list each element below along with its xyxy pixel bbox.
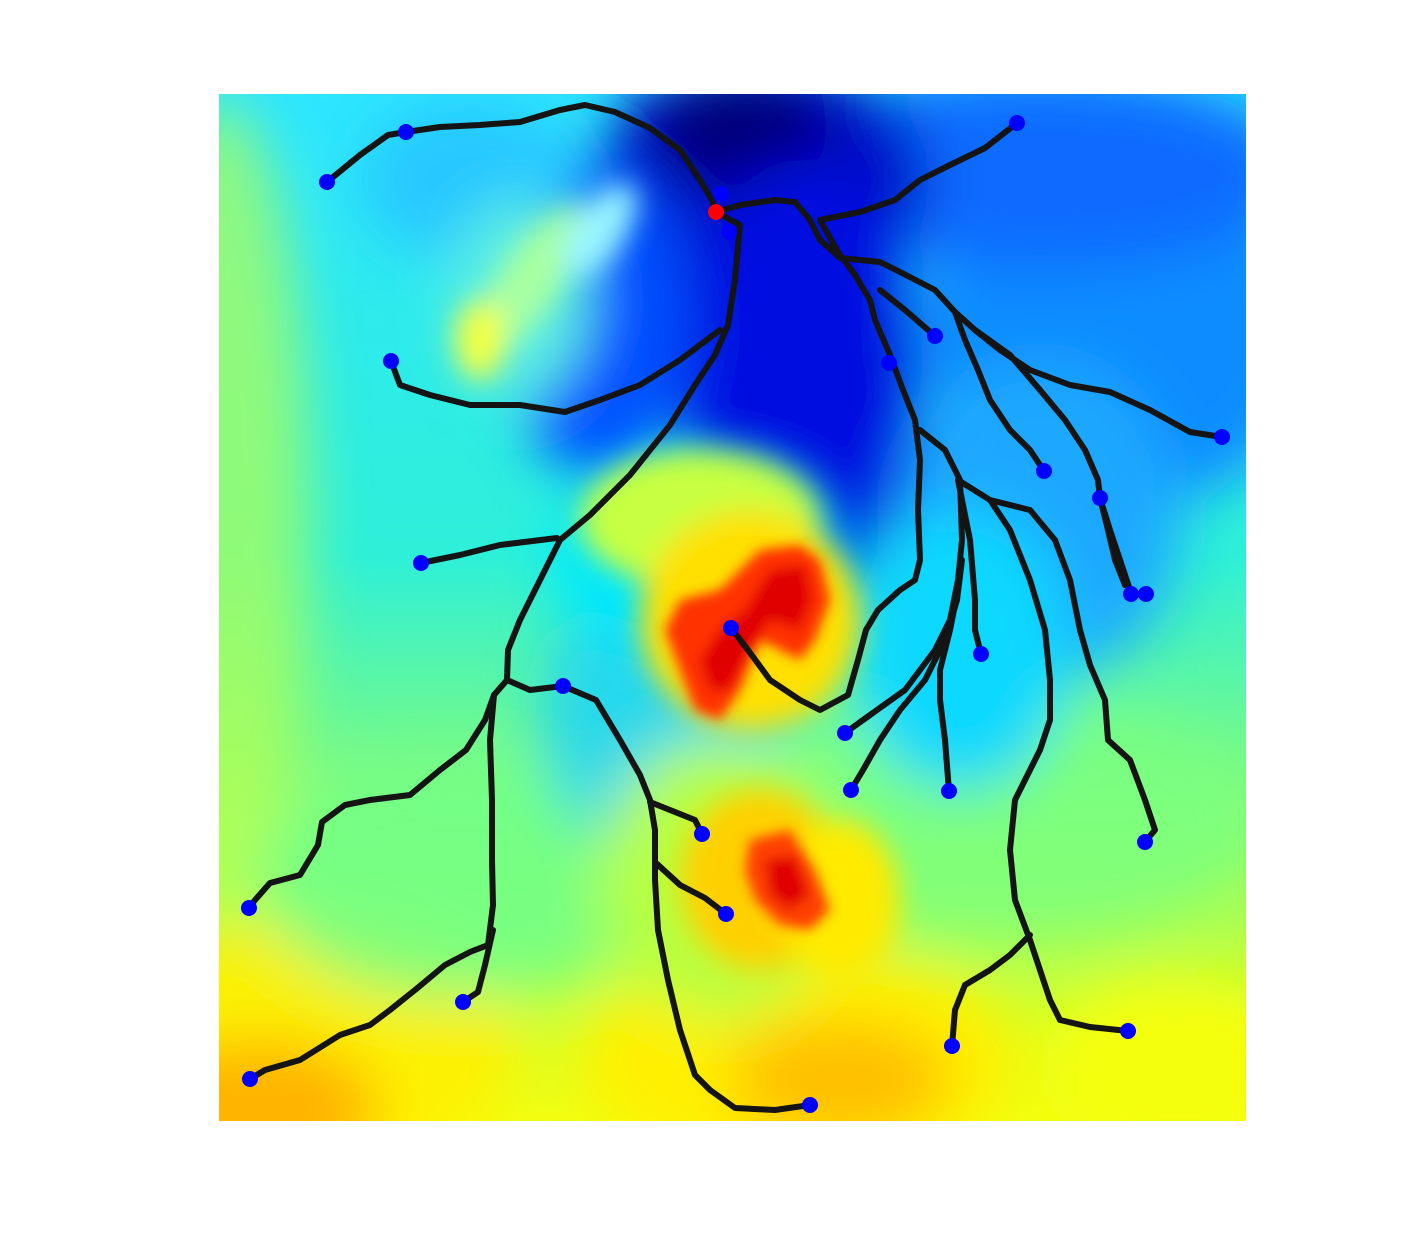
stream-channel-2	[403, 102, 719, 215]
endpoint-marker-20	[941, 783, 957, 799]
stream-channel-19	[937, 587, 961, 794]
stream-channel-28	[1097, 495, 1128, 588]
endpoint-marker-12	[1123, 586, 1139, 602]
endpoint-marker-9	[1214, 429, 1230, 445]
endpoint-marker-2	[319, 174, 335, 190]
endpoint-marker-19	[843, 782, 859, 798]
endpoint-marker-15	[723, 620, 739, 636]
stream-channel-5	[504, 209, 743, 683]
stream-channel-1	[324, 129, 409, 185]
stream-network	[246, 102, 1225, 1113]
stream-channel-4	[713, 197, 978, 333]
stream-channel-16	[877, 287, 938, 339]
endpoint-marker-29	[802, 1097, 818, 1113]
stream-channel-13	[653, 860, 729, 917]
endpoint-marker-21	[694, 826, 710, 842]
endpoint-marker-5	[1009, 115, 1025, 131]
endpoint-marker-16	[973, 646, 989, 662]
stream-channel-6	[388, 327, 723, 415]
endpoint-marker-23	[241, 900, 257, 916]
stream-channel-10	[247, 692, 497, 1082]
endpoint-marker-7	[927, 328, 943, 344]
endpoint-marker-3	[713, 186, 729, 202]
endpoint-marker-17	[555, 678, 571, 694]
outlet-marker	[708, 204, 724, 220]
endpoint-marker-24	[718, 906, 734, 922]
stream-channel-8	[246, 677, 510, 911]
endpoint-marker-11	[1092, 490, 1108, 506]
endpoint-marker-18	[837, 725, 853, 741]
stream-channel-23	[949, 932, 1033, 1049]
stream-channel-11	[460, 927, 496, 1005]
stream-channel-29	[987, 497, 1158, 845]
endpoint-marker-4	[721, 224, 737, 240]
endpoint-marker-25	[455, 994, 471, 1010]
endpoint-marker-27	[944, 1038, 960, 1054]
stream-channel-14	[817, 217, 878, 323]
endpoint-marker-28	[242, 1071, 258, 1087]
stream-channel-20	[955, 477, 984, 657]
stream-channel-3	[817, 120, 1020, 223]
stream-channel-25	[952, 309, 1047, 474]
stream-channel-7	[418, 535, 560, 566]
endpoint-marker-22	[1137, 834, 1153, 850]
endpoint-marker-10	[1036, 463, 1052, 479]
endpoint-marker-26	[1120, 1023, 1136, 1039]
endpoint-marker-6	[383, 353, 399, 369]
endpoint-marker-1	[398, 124, 414, 140]
endpoint-marker-13	[1138, 586, 1154, 602]
elevation-raster	[219, 94, 1246, 1121]
stream-channel-26	[972, 327, 1103, 501]
endpoint-marker-8	[881, 355, 897, 371]
stream-channel-22	[1027, 937, 1131, 1034]
channel-endpoints	[241, 115, 1230, 1113]
stream-channel-15	[728, 317, 923, 713]
endpoint-marker-14	[413, 555, 429, 571]
outlet-point	[708, 204, 724, 220]
stream-channel-21	[955, 477, 1053, 943]
stream-channel-9	[504, 677, 813, 1113]
